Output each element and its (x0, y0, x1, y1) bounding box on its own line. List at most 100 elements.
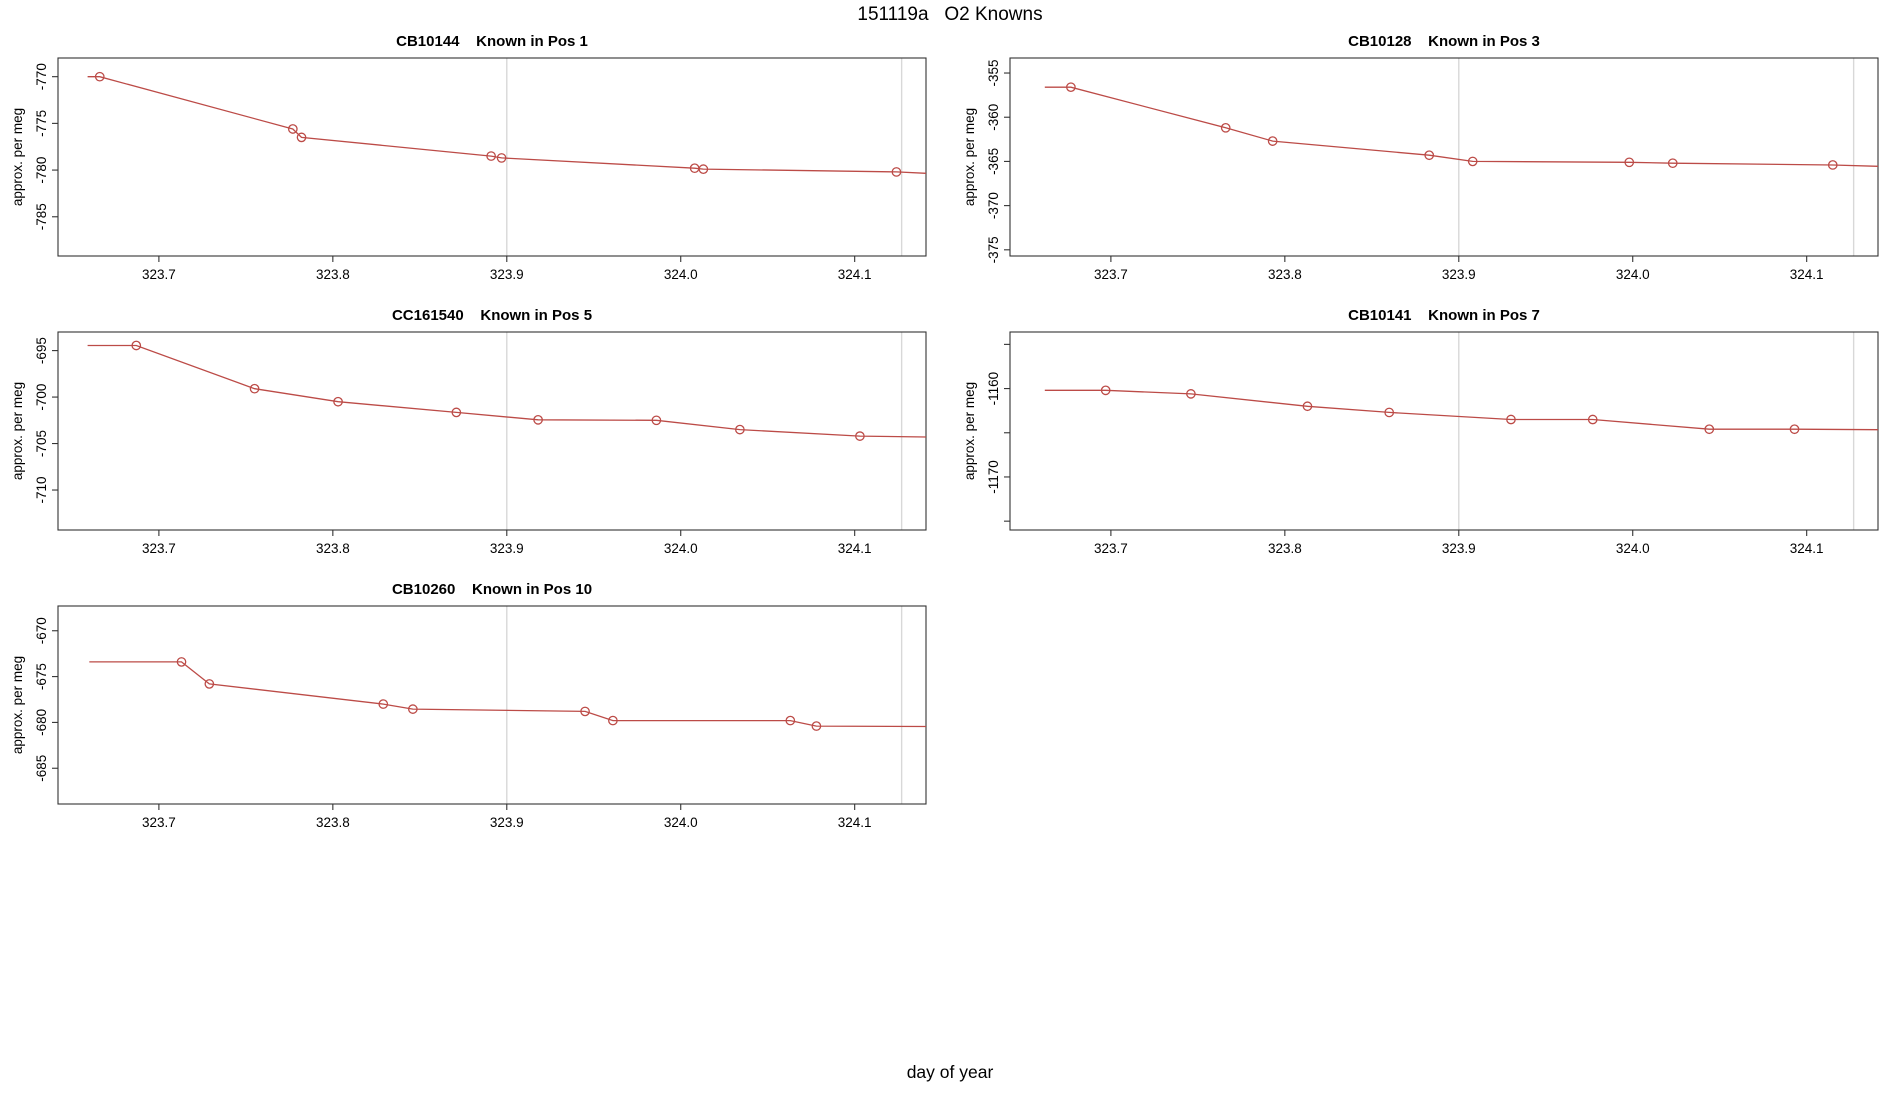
chart-title: CB10144 Known in Pos 1 (396, 33, 588, 50)
chart-plot-svg: 323.7 323.8 323.9 324.0 324.1 -355 -360 -365 -37… (962, 57, 1879, 282)
data-point (1587, 414, 1598, 425)
x-tick-label: 323.7 (142, 815, 176, 830)
data-point (698, 164, 709, 174)
data-point (1384, 407, 1395, 418)
x-tick-label: 323.8 (1268, 541, 1302, 556)
y-tick-label: -680 (34, 709, 49, 736)
y-axis-label: approx. per meg (962, 108, 977, 206)
data-point (1066, 82, 1076, 93)
chart-title: CB10128 Known in Pos 3 (1348, 33, 1540, 50)
chart-title: CC161540 Known in Pos 5 (391, 307, 593, 324)
data-point (1704, 424, 1715, 435)
data-point (1100, 385, 1111, 396)
data-point (735, 424, 745, 435)
x-tick-label: 323.7 (142, 541, 176, 556)
x-tick-label: 323.9 (1442, 267, 1476, 282)
data-point (1186, 389, 1196, 399)
chart-plot-svg: 323.7 323.8 323.9 324.0 324.1 -770 -775 -780 -78… (10, 57, 927, 282)
data-point (580, 706, 590, 717)
y-tick-label: -1160 (986, 372, 1001, 406)
x-tick-label: 324.0 (664, 267, 698, 282)
plot-box (57, 331, 927, 531)
x-tick-label: 324.0 (1616, 541, 1650, 556)
chart-cc161540-pos5: CC161540 Known in Pos 5 323.7 323.8 323.9 3… (6, 296, 936, 568)
y-tick-label: -1170 (986, 460, 1001, 494)
data-point (204, 679, 215, 689)
chart-cb10260-pos10: CB10260 Known in Pos 10 323.7 323.8 323.9 3… (6, 570, 936, 842)
data-point (451, 407, 462, 418)
x-tick-label: 323.8 (316, 815, 350, 830)
chart-plot-svg: 323.7 323.8 323.9 324.0 324.1 -670 -675 -680 -68… (10, 605, 927, 830)
y-tick-label: -780 (34, 157, 49, 184)
data-point (855, 431, 865, 441)
plot-box (1009, 331, 1879, 531)
data-point (1667, 158, 1678, 169)
y-tick-label: -360 (986, 104, 1001, 131)
shared-x-axis-label: day of year (906, 1062, 994, 1082)
y-tick-label: -365 (986, 148, 1001, 175)
chart-title: CB10260 Known in Pos 10 (391, 581, 593, 598)
data-point (378, 699, 389, 709)
x-tick-label: 324.0 (1616, 267, 1650, 282)
y-tick-label: -670 (34, 617, 49, 644)
x-tick-label: 324.1 (1790, 267, 1824, 282)
x-tick-label: 323.9 (490, 541, 524, 556)
y-tick-label: -770 (34, 63, 49, 90)
chart-plot-svg: 323.7 323.8 323.9 324.0 324.1 -1160 -1170 appro… (962, 331, 1879, 556)
x-tick-label: 324.1 (838, 267, 872, 282)
chart-cb10141-pos7: CB10141 Known in Pos 7 323.7 323.8 323.9 32… (958, 296, 1888, 568)
chart-plot-svg: 323.7 323.8 323.9 324.0 324.1 -695 -700 -705 -71… (10, 331, 927, 556)
y-tick-label: -695 (34, 337, 49, 364)
x-tick-label: 323.8 (316, 541, 350, 556)
y-tick-label: -370 (986, 192, 1001, 219)
data-line (87, 344, 927, 438)
data-point (1424, 150, 1435, 161)
page-title: 151119a O2 Knowns (857, 4, 1043, 25)
x-tick-label: 324.0 (664, 815, 698, 830)
data-point (1624, 157, 1635, 168)
data-point (176, 657, 187, 667)
data-point (296, 132, 307, 143)
data-point (486, 151, 496, 161)
chart-title: CB10141 Known in Pos 7 (1348, 307, 1540, 324)
x-tick-label: 324.0 (664, 541, 698, 556)
data-point (1220, 122, 1231, 133)
y-axis-label: approx. per meg (10, 656, 25, 754)
y-tick-label: -700 (34, 384, 49, 411)
data-point (891, 167, 902, 177)
data-point (811, 721, 822, 731)
x-tick-label: 323.8 (316, 267, 350, 282)
y-tick-label: -705 (34, 430, 49, 457)
data-line (1044, 86, 1879, 167)
y-tick-label: -785 (34, 203, 49, 230)
x-tick-label: 323.7 (1094, 541, 1128, 556)
data-line (87, 76, 927, 174)
data-point (1789, 424, 1800, 435)
chart-cb10144-pos1: CB10144 Known in Pos 1 323.7 323.8 323.9 32… (6, 22, 936, 294)
data-point (785, 715, 796, 726)
y-tick-label: -685 (34, 755, 49, 782)
x-tick-label: 323.9 (490, 815, 524, 830)
x-tick-label: 324.1 (1790, 541, 1824, 556)
data-point (533, 414, 543, 425)
y-tick-label: -775 (34, 110, 49, 137)
plot-box (57, 605, 927, 805)
data-line (1044, 389, 1879, 431)
x-tick-label: 323.9 (490, 267, 524, 282)
plot-box (57, 57, 927, 257)
data-point (287, 124, 298, 134)
data-point (94, 71, 105, 82)
data-point (1302, 401, 1313, 412)
data-point (131, 340, 142, 351)
chart-cb10128-pos3: CB10128 Known in Pos 3 323.7 323.8 323.9 32… (958, 22, 1888, 294)
y-tick-label: -355 (986, 60, 1001, 87)
x-tick-label: 324.1 (838, 815, 872, 830)
data-point (333, 396, 343, 407)
data-point (1267, 136, 1278, 146)
x-tick-label: 323.7 (1094, 267, 1128, 282)
data-point (408, 704, 418, 714)
y-tick-label: -675 (34, 663, 49, 690)
y-axis-label: approx. per meg (10, 382, 25, 480)
data-point (1467, 156, 1478, 167)
